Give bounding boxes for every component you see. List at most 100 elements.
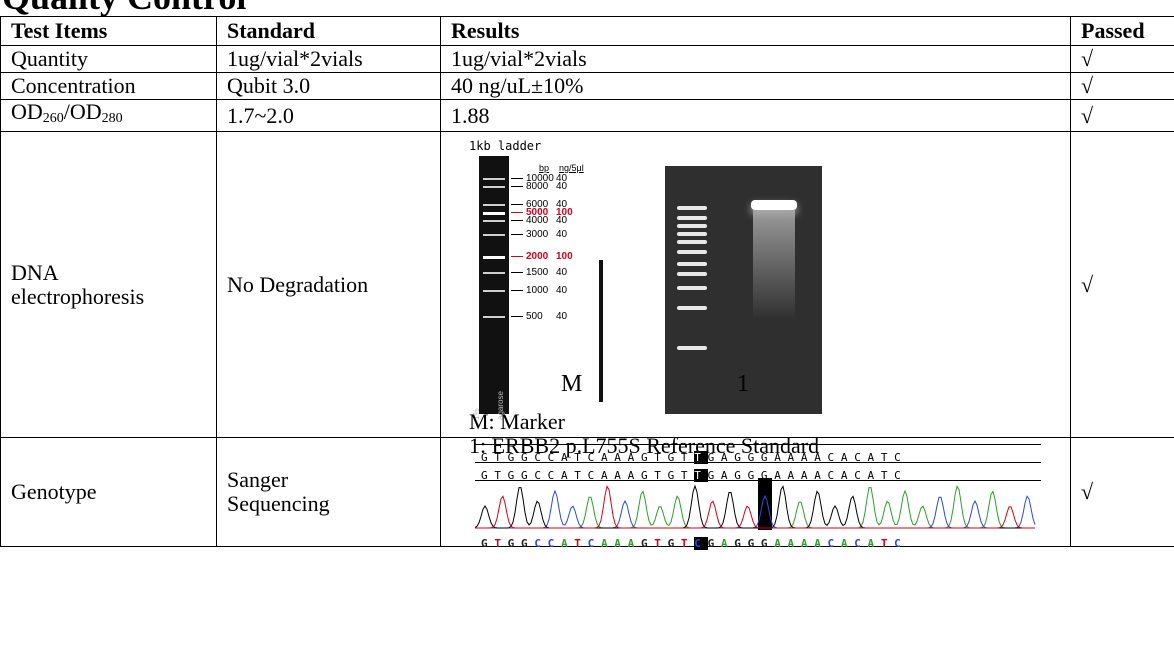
base: T — [574, 469, 588, 482]
sample-band — [751, 200, 797, 210]
base: G — [520, 537, 535, 550]
base: G — [481, 469, 495, 482]
marker-lane-band — [677, 232, 707, 236]
base: T — [574, 537, 588, 550]
base: C — [894, 451, 908, 464]
cell-item: Concentration — [0, 72, 217, 100]
base: A — [867, 537, 881, 550]
base: T — [494, 469, 508, 482]
cell-standard: No Degradation — [216, 131, 441, 438]
base: A — [840, 469, 855, 482]
base: A — [787, 451, 801, 464]
cell-standard: 1ug/vial*2vials — [216, 45, 441, 73]
cell-passed-check: √ — [1070, 437, 1174, 547]
base: C — [587, 537, 601, 550]
header-row: Test Items Standard Results Passed — [0, 16, 1174, 46]
marker-lane-band — [677, 224, 707, 228]
header-passed: Passed — [1070, 16, 1174, 46]
base: G — [747, 537, 761, 550]
base: G — [640, 451, 655, 464]
base: G — [520, 469, 535, 482]
base: T — [880, 537, 895, 550]
base: T — [494, 537, 508, 550]
seq-rule-mid — [475, 462, 1041, 463]
ladder-legend-row: 8000 40 — [511, 182, 576, 192]
ladder-band — [483, 212, 505, 215]
cell-passed-check: √ — [1070, 45, 1174, 73]
lane-label-1: 1 — [737, 371, 749, 397]
cell-result-gel: 1kb ladder 1% agarose bp ng/5μl 10000 40 80… — [440, 131, 1071, 458]
ladder-band — [483, 178, 505, 180]
ladder-legend-row: 3000 40 — [511, 230, 576, 240]
base: C — [894, 537, 908, 550]
ladder-band — [483, 234, 505, 236]
base: A — [600, 537, 615, 550]
ladder-legend-row: 1000 40 — [511, 286, 576, 296]
ladder-band — [483, 204, 505, 206]
base: A — [840, 451, 855, 464]
base: A — [840, 537, 855, 550]
base: G — [640, 469, 655, 482]
cell-standard: Qubit 3.0 — [216, 72, 441, 100]
base: A — [814, 469, 828, 482]
base: T — [680, 537, 695, 550]
base: C — [827, 537, 841, 550]
base: A — [800, 537, 815, 550]
base: G — [707, 451, 721, 464]
base: T — [680, 469, 695, 482]
base: A — [600, 469, 615, 482]
lane-label-m: M — [561, 371, 583, 397]
quality-control-table: Test Items Standard Results Passed Quant… — [0, 16, 1174, 550]
ladder-band — [483, 290, 505, 292]
ladder-legend-row: 500 40 — [511, 312, 576, 322]
ladder-legend-row: 10000 40 — [511, 174, 576, 184]
ladder-legend-row: 6000 40 — [511, 200, 576, 210]
base: A — [614, 451, 628, 464]
base: G — [667, 451, 681, 464]
legend-marker: M: Marker — [469, 409, 565, 434]
col-bp: bp — [539, 163, 550, 173]
cell-result: 1ug/vial*2vials — [440, 45, 1071, 73]
base: A — [774, 537, 788, 550]
base: T — [654, 537, 668, 550]
base: C — [534, 451, 548, 464]
base: C — [547, 451, 561, 464]
base: C — [547, 469, 561, 482]
cell-item: OD260/OD280 — [0, 99, 217, 132]
base: A — [774, 451, 788, 464]
base: A — [560, 469, 575, 482]
od-label-2: /OD — [63, 99, 102, 124]
marker-lane-band — [677, 272, 707, 276]
base: G — [667, 469, 681, 482]
ladder-legend-header: bp ng/5μl — [539, 156, 594, 180]
base: G — [707, 469, 721, 482]
base: T — [880, 469, 895, 482]
ladder-band — [483, 256, 505, 259]
table-row-od-ratio: OD260/OD280 1.7~2.0 1.88 √ — [0, 99, 1174, 132]
od-subscript-280: 280 — [101, 111, 123, 126]
base: A — [800, 469, 815, 482]
variant-highlight — [758, 478, 772, 530]
header-standard: Standard — [216, 16, 441, 46]
cell-standard: Sanger Sequencing — [216, 437, 441, 547]
marker-lane-band — [677, 346, 707, 350]
marker-lane-band — [677, 250, 707, 254]
base: A — [627, 537, 641, 550]
cell-result-chromatogram: GTGGCCATCAAAGTGTTGAGGGAAAACACATC GTGGCCA… — [440, 437, 1071, 550]
base: A — [560, 451, 575, 464]
table-row-dna-electrophoresis: DNA electrophoresis No Degradation 1kb la… — [0, 131, 1174, 458]
standard-line-2: Sequencing — [227, 491, 330, 516]
cell-standard: 1.7~2.0 — [216, 99, 441, 132]
col-ng: ng/5μl — [559, 163, 584, 173]
base: G — [734, 469, 748, 482]
sample-smear — [753, 210, 795, 320]
base: A — [720, 451, 735, 464]
base: G — [640, 537, 655, 550]
trace-C — [475, 489, 1036, 529]
base: C — [587, 469, 601, 482]
base: A — [800, 451, 815, 464]
base: A — [720, 537, 735, 550]
base: G — [760, 537, 775, 550]
base: G — [747, 469, 761, 482]
called-sequence: GTGGCCATCAAAGTGTCGAGGGAAAACACATC — [481, 532, 1041, 556]
